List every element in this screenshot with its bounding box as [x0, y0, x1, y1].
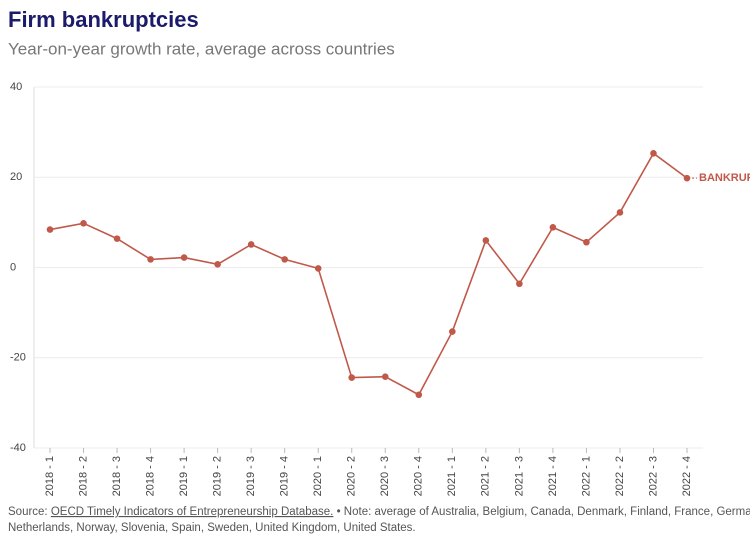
data-point	[683, 174, 691, 182]
x-tick-label: 2020 - 4	[413, 456, 425, 496]
x-tick-label: 2019 - 4	[279, 456, 291, 496]
data-point	[616, 209, 624, 216]
chart-subtitle: Year-on-year growth rate, average across…	[8, 39, 395, 58]
x-tick-label: 2020 - 3	[379, 456, 391, 496]
x-tick-label: 2019 - 1	[178, 456, 190, 496]
series-line	[49, 152, 688, 396]
footer-note: Netherlands, Norway, Slovenia, Spain, Sw…	[8, 522, 416, 534]
y-tick-label: 0	[10, 261, 16, 273]
x-tick-label: 2021 - 2	[480, 456, 492, 496]
x-tick-label: 2021 - 4	[547, 456, 559, 496]
x-tick-label: 2021 - 1	[446, 456, 458, 496]
x-tick-label: 2018 - 4	[144, 456, 156, 496]
data-point	[113, 235, 121, 242]
data-point	[650, 150, 657, 157]
x-tick-label: 2020 - 1	[312, 456, 324, 496]
data-point	[415, 391, 423, 399]
data-point	[314, 265, 322, 272]
data-point	[46, 226, 54, 233]
x-tick-label: 2019 - 2	[212, 456, 224, 496]
data-point	[247, 241, 255, 248]
y-tick-label: -40	[10, 442, 26, 454]
data-point	[147, 256, 154, 263]
y-tick-label: 20	[10, 171, 22, 183]
data-point	[180, 254, 188, 261]
data-point	[516, 280, 523, 288]
x-tick-label: 2022 - 2	[614, 456, 626, 496]
data-point	[381, 373, 389, 381]
chart-title: Firm bankruptcies	[8, 7, 199, 32]
y-tick-label: -20	[10, 352, 26, 364]
x-tick-label: 2018 - 3	[111, 456, 123, 496]
x-tick-label: 2022 - 1	[580, 456, 592, 496]
source-link[interactable]: OECD Timely Indicators of Entrepreneursh…	[51, 506, 334, 518]
x-tick-label: 2020 - 2	[346, 456, 358, 496]
x-tick-label: 2021 - 3	[513, 456, 525, 496]
data-point	[449, 328, 456, 335]
source-label: Source:	[8, 506, 48, 518]
footer-source: Source: OECD Timely Indicators of Entrep…	[8, 506, 750, 518]
x-tick-label: 2019 - 3	[245, 456, 257, 496]
x-tick-label: 2018 - 1	[44, 456, 56, 496]
data-point	[549, 224, 557, 231]
series-label: BANKRUPTCIES	[699, 172, 750, 184]
x-tick-label: 2022 - 4	[681, 456, 693, 496]
note: • Note: average of Australia, Belgium, C…	[337, 506, 750, 518]
y-tick-label: 40	[10, 81, 22, 93]
x-tick-label: 2022 - 3	[647, 456, 659, 496]
data-point	[348, 374, 356, 381]
data-point	[214, 261, 221, 268]
data-point	[80, 219, 87, 227]
data-point	[281, 256, 288, 263]
data-point	[583, 238, 590, 246]
x-tick-label: 2018 - 2	[77, 456, 89, 496]
data-point	[482, 237, 490, 244]
